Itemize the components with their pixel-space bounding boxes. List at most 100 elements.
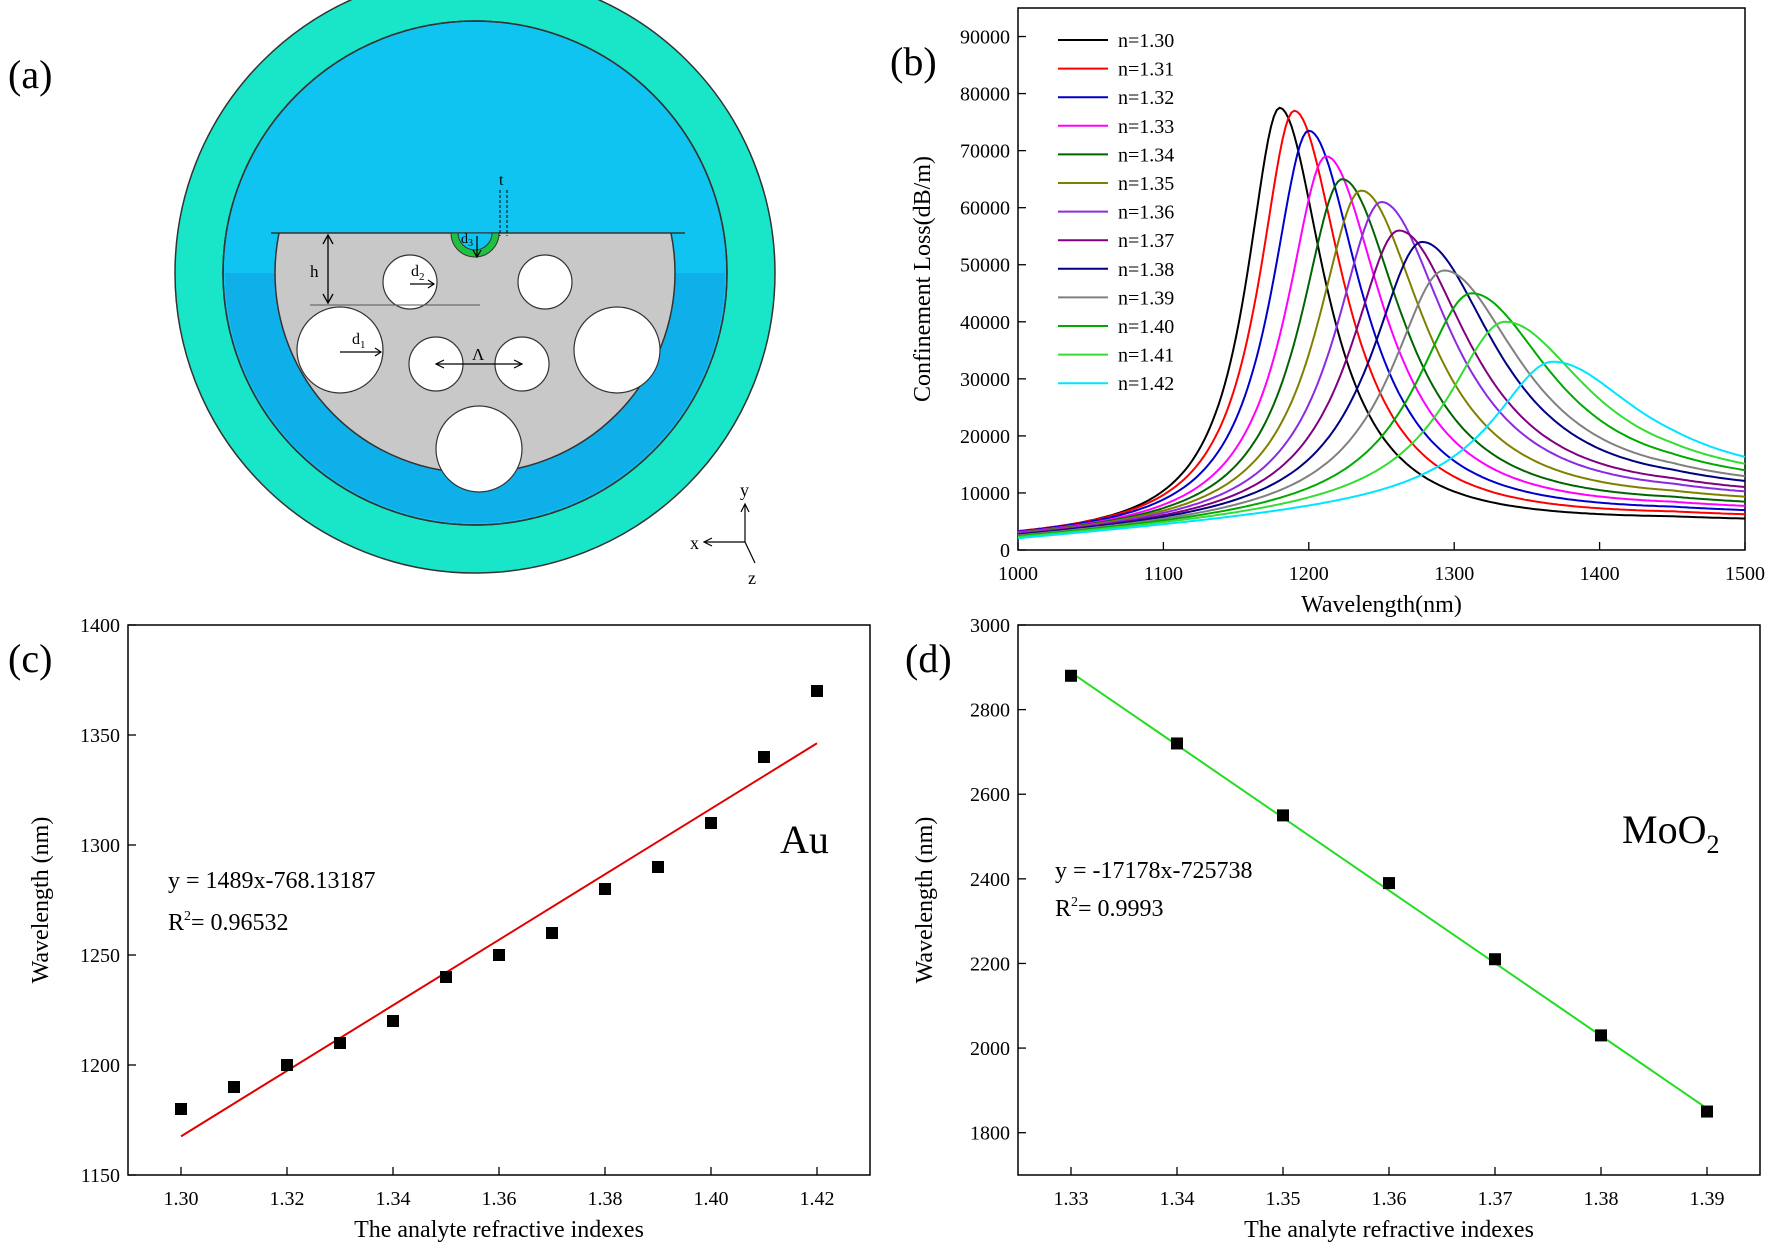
- data-point: [705, 817, 717, 829]
- legend-label: n=1.37: [1118, 230, 1174, 252]
- panel-d: (d) 1.33 1.34 1.35 1.36 1.37 1.38 1.39 1800 2000…: [905, 615, 1761, 1243]
- y-tick-label: 1800: [970, 1123, 1010, 1145]
- y-tick-label: 40000: [960, 312, 1010, 334]
- y-tick-label: 20000: [960, 426, 1010, 448]
- data-point: [440, 971, 452, 983]
- x-tick-label: 1400: [1580, 563, 1620, 585]
- legend-label: n=1.36: [1118, 202, 1174, 224]
- y-tick-label: 2600: [970, 784, 1010, 806]
- legend-label: n=1.30: [1118, 30, 1174, 52]
- x-tick-label: 1.34: [1160, 1188, 1195, 1210]
- data-point: [546, 927, 558, 939]
- confinement-loss-chart: 1000 1100 1200 1300 1400 1500 0 10000 20000 30000…: [910, 7, 1765, 618]
- data-point: [281, 1059, 293, 1071]
- legend-label: n=1.33: [1118, 116, 1174, 138]
- panel-a-label: (a): [8, 52, 52, 97]
- loss-curve: [1017, 229, 1746, 536]
- y-tick-label: 10000: [960, 483, 1010, 505]
- y-tick-label: 70000: [960, 141, 1010, 163]
- svg-text:y: y: [740, 480, 749, 500]
- x-tick-label: 1.35: [1266, 1188, 1301, 1210]
- x-tick-label: 1.36: [1372, 1188, 1407, 1210]
- svg-text:z: z: [748, 568, 756, 588]
- legend-label: n=1.39: [1118, 287, 1174, 309]
- x-axis-label: Wavelength(nm): [1301, 592, 1462, 618]
- legend-label: n=1.35: [1118, 173, 1174, 195]
- data-point: [228, 1081, 240, 1093]
- legend-label: n=1.34: [1118, 144, 1174, 166]
- svg-text:x: x: [690, 533, 699, 553]
- r2-d: R2= 0.9993: [1055, 895, 1164, 922]
- y-tick-label: 90000: [960, 27, 1010, 49]
- x-tick-label: 1.42: [800, 1188, 835, 1210]
- x-tick-label: 1.34: [376, 1188, 411, 1210]
- x-axis-label: The analyte refractive indexes: [1244, 1217, 1534, 1243]
- data-point: [1383, 877, 1395, 890]
- y-tick-label: 2400: [970, 869, 1010, 891]
- x-tick-label: 1.30: [164, 1188, 199, 1210]
- air-hole-bottom: [435, 405, 523, 493]
- y-tick-label: 1250: [80, 945, 120, 967]
- x-tick-label: 1000: [998, 563, 1038, 585]
- loss-curve: [1017, 109, 1746, 533]
- legend-label: n=1.42: [1118, 373, 1174, 395]
- y-tick-label: 30000: [960, 369, 1010, 391]
- x-tick-label: 1100: [1144, 563, 1183, 585]
- x-tick-label: 1500: [1725, 563, 1765, 585]
- y-tick-label: 3000: [970, 615, 1010, 637]
- y-tick-label: 0: [1000, 540, 1010, 562]
- legend-label: n=1.31: [1118, 59, 1174, 81]
- legend-label: n=1.40: [1118, 316, 1174, 338]
- air-hole-d1-right: [573, 306, 661, 394]
- loss-curve: [1017, 292, 1746, 538]
- legend-label: n=1.32: [1118, 87, 1174, 109]
- y-tick-label: 1150: [81, 1165, 120, 1187]
- y-tick-label: 2800: [970, 700, 1010, 722]
- y-tick-label: 60000: [960, 198, 1010, 220]
- x-tick-label: 1.38: [588, 1188, 623, 1210]
- x-tick-label: 1.38: [1584, 1188, 1619, 1210]
- y-tick-label: 2000: [970, 1038, 1010, 1060]
- data-point: [811, 685, 823, 697]
- panel-c-label: (c): [8, 636, 52, 681]
- y-axis-label: Confinement Loss(dB/m): [910, 156, 936, 402]
- data-point: [652, 861, 664, 873]
- air-hole-d1-left: [296, 306, 384, 394]
- panel-c: (c) 1.30 1.32 1.34 1.36 1.38 1.40 1.42 1150 1200…: [8, 615, 871, 1243]
- legend-label: n=1.38: [1118, 259, 1174, 281]
- material-label-moo2: MoO2: [1622, 807, 1719, 859]
- y-axis-label: Wavelength (nm): [28, 817, 54, 984]
- d3-label: d3: [461, 232, 473, 249]
- air-hole-d2-left: [382, 254, 438, 310]
- linear-fit-line: [180, 742, 818, 1138]
- loss-curve: [1017, 320, 1746, 539]
- x-tick-label: 1.32: [270, 1188, 305, 1210]
- loss-curve: [1017, 155, 1746, 534]
- material-label-au: Au: [780, 817, 829, 862]
- moo2-fit-chart: 1.33 1.34 1.35 1.36 1.37 1.38 1.39 1800 2000 2200…: [912, 615, 1761, 1243]
- y-tick-label: 80000: [960, 84, 1010, 106]
- panel-b: (b) 1000 1100 1200 1300 1400 1500 0 10000 20000 3…: [890, 7, 1765, 618]
- loss-curve: [1017, 360, 1746, 540]
- x-tick-label: 1200: [1289, 563, 1329, 585]
- y-tick-label: 1300: [80, 835, 120, 857]
- d2-label: d2: [411, 263, 425, 283]
- linear-fit-line: [1070, 671, 1708, 1110]
- data-point: [1595, 1029, 1607, 1042]
- loss-curve: [1017, 269, 1746, 537]
- x-tick-label: 1.37: [1478, 1188, 1513, 1210]
- data-point: [1171, 737, 1183, 750]
- data-point: [1277, 809, 1289, 822]
- d1-label: d1: [352, 331, 366, 351]
- t-label: t: [499, 172, 504, 189]
- panel-d-label: (d): [905, 636, 952, 681]
- y-axis-label: Wavelength (nm): [912, 817, 938, 984]
- data-point: [599, 883, 611, 895]
- air-hole-d2-right: [517, 254, 573, 310]
- data-point: [493, 949, 505, 961]
- lambda-label: Λ: [472, 345, 485, 364]
- y-tick-label: 1200: [80, 1055, 120, 1077]
- loss-curve: [1017, 200, 1746, 535]
- loss-curve: [1017, 189, 1746, 534]
